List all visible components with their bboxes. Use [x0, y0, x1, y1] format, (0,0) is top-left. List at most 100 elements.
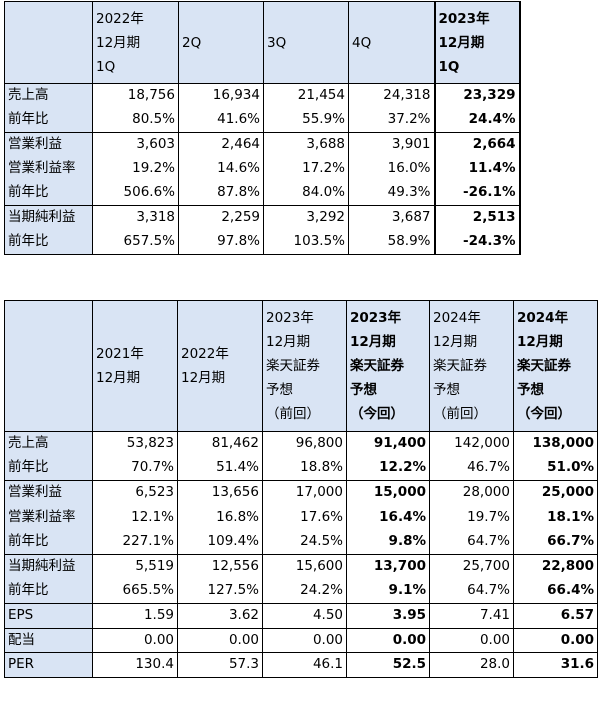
column-header-line: 4Q: [352, 34, 372, 51]
table-cell: 28.0: [429, 652, 514, 678]
table-row: 当期純利益 3,318 2,259 3,292 3,687 2,513: [4, 204, 521, 230]
table-cell: 25,700: [429, 553, 514, 580]
table-cell: 6.57: [513, 603, 598, 629]
table-cell: 23,329: [433, 82, 521, 108]
column-header-line: 2024年: [433, 310, 481, 326]
table-cell: 18.8%: [262, 456, 347, 482]
column-header: 2024年 12月期 楽天証券 予想 （今回）: [513, 300, 598, 432]
column-header-line: 12月期: [438, 34, 485, 51]
table-cell: 12.1%: [92, 505, 178, 530]
row-label: 売上高: [4, 82, 93, 108]
column-header-line: 2022年: [96, 10, 144, 27]
table-cell: 81,462: [177, 431, 263, 457]
row-label: 前年比: [4, 229, 93, 255]
row-label: 営業利益率: [4, 505, 93, 530]
row-label: 前年比: [4, 107, 93, 133]
column-header-line: 12月期: [96, 34, 141, 51]
table-cell: 3,292: [263, 204, 349, 230]
column-header-line: 12月期: [266, 334, 311, 350]
table-cell: 138,000: [513, 431, 598, 457]
column-header-line: 2022年: [181, 346, 229, 362]
column-header-line: 1Q: [438, 58, 460, 75]
column-header-line: 楽天証券: [517, 358, 571, 374]
table-cell: 17,000: [262, 480, 347, 506]
table-row: 営業利益率 12.1% 16.8% 17.6% 16.4% 19.7% 18.1%: [4, 505, 598, 530]
table-cell: 19.2%: [92, 156, 179, 182]
table-cell: 3,687: [348, 204, 435, 230]
table-cell: 7.41: [429, 603, 514, 629]
table-cell: 19.7%: [429, 505, 514, 530]
table-cell: 22,800: [513, 553, 598, 580]
column-header-line: 2Q: [182, 34, 202, 51]
table-cell: 16.4%: [346, 505, 430, 530]
table-cell: 24.4%: [433, 107, 521, 133]
table-cell: 70.7%: [92, 456, 178, 482]
column-header-line: 12月期: [181, 370, 226, 386]
table-cell: 3.95: [346, 603, 430, 629]
row-label: 前年比: [4, 456, 93, 482]
column-header-line: 12月期: [350, 334, 396, 350]
table-row: 前年比 80.5% 41.6% 55.9% 37.2% 24.4%: [4, 107, 521, 133]
table-cell: -26.1%: [433, 181, 521, 206]
column-header-line: 予想: [517, 382, 544, 398]
column-header-line: 1Q: [96, 58, 116, 75]
table-cell: 0.00: [177, 627, 263, 654]
table-cell: 64.7%: [429, 529, 514, 555]
table-cell: 127.5%: [177, 579, 263, 605]
table-cell: 2,464: [178, 131, 264, 157]
table-cell: 227.1%: [92, 529, 178, 555]
table-cell: 109.4%: [177, 529, 263, 555]
column-header: 4Q: [348, 1, 435, 84]
table-cell: 53,823: [92, 431, 178, 457]
table-cell: 2,259: [178, 204, 264, 230]
table-cell: 66.7%: [513, 529, 598, 555]
column-header-line: 2023年: [350, 310, 402, 326]
row-label: 営業利益: [4, 480, 93, 506]
column-header-line: 予想: [350, 382, 377, 398]
row-label: EPS: [4, 603, 93, 629]
table-cell: 66.4%: [513, 579, 598, 605]
column-header: [4, 1, 93, 84]
header-row: 2022年 12月期 1Q 2Q 3Q 4Q 2023年 12月期 1Q: [4, 1, 521, 84]
table-cell: 15,000: [346, 480, 430, 506]
table-row: 営業利益率 19.2% 14.6% 17.2% 16.0% 11.4%: [4, 156, 521, 182]
table-cell: 12,556: [177, 553, 263, 580]
column-header: 2022年 12月期: [177, 300, 263, 432]
table-cell: 18,756: [92, 82, 179, 108]
table-cell: 0.00: [346, 627, 430, 654]
table-cell: 142,000: [429, 431, 514, 457]
table-cell: 37.2%: [348, 107, 435, 133]
column-header: 2023年 12月期 1Q: [433, 1, 521, 84]
column-header-line: （前回）: [266, 406, 320, 422]
table-cell: 2,664: [433, 131, 521, 157]
table-cell: 46.1: [262, 652, 347, 678]
table-cell: 130.4: [92, 652, 178, 678]
row-label: 当期純利益: [4, 553, 93, 580]
table-row: PER 130.4 57.3 46.1 52.5 28.0 31.6: [4, 652, 598, 678]
table-cell: 9.1%: [346, 579, 430, 605]
row-label: 当期純利益: [4, 204, 93, 230]
table-cell: 41.6%: [178, 107, 264, 133]
column-header-line: 2021年: [96, 346, 144, 362]
table-cell: 80.5%: [92, 107, 179, 133]
row-label: 配当: [4, 627, 93, 654]
table-cell: -24.3%: [433, 229, 521, 255]
table-cell: 3,688: [263, 131, 349, 157]
table-cell: 657.5%: [92, 229, 179, 255]
table-cell: 16,934: [178, 82, 264, 108]
table-cell: 12.2%: [346, 456, 430, 482]
table-row: 売上高 53,823 81,462 96,800 91,400 142,000 138,00…: [4, 431, 598, 457]
table-cell: 3,901: [348, 131, 435, 157]
table-cell: 3,603: [92, 131, 179, 157]
table-cell: 84.0%: [263, 181, 349, 206]
table-cell: 16.0%: [348, 156, 435, 182]
column-header-line: （今回）: [350, 406, 404, 422]
table-cell: 46.7%: [429, 456, 514, 482]
row-label: 営業利益: [4, 131, 93, 157]
table-row: 前年比 665.5% 127.5% 24.2% 9.1% 64.7% 66.4%: [4, 579, 598, 605]
column-header: [4, 300, 93, 432]
column-header-line: 2023年: [266, 310, 314, 326]
column-header-line: 予想: [266, 382, 293, 398]
table-cell: 9.8%: [346, 529, 430, 555]
column-header-line: 3Q: [267, 34, 287, 51]
